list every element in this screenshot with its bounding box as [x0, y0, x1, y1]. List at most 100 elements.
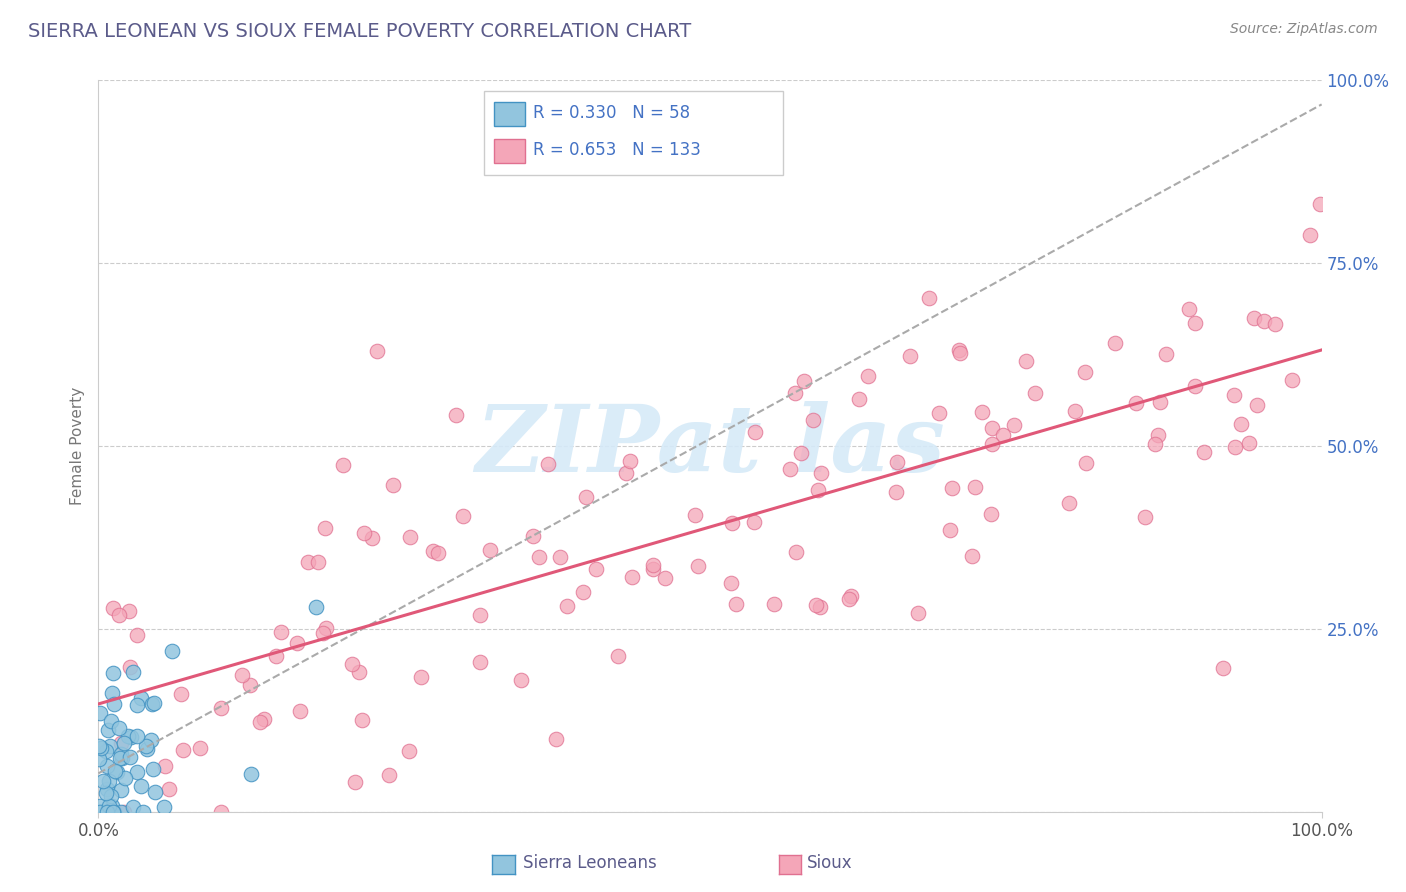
Point — [980, 507, 1002, 521]
Point — [89, 706, 111, 720]
Point — [239, 766, 262, 780]
Point — [808, 600, 831, 615]
Point — [838, 591, 860, 606]
Point — [122, 665, 145, 679]
Point — [297, 556, 319, 570]
Point — [762, 598, 785, 612]
Point — [1230, 417, 1253, 431]
Point — [918, 291, 941, 305]
Point — [129, 690, 152, 705]
Point — [1253, 314, 1275, 328]
Text: ZIPat las: ZIPat las — [475, 401, 945, 491]
Point — [104, 764, 127, 778]
Point — [793, 374, 815, 388]
Point — [1309, 197, 1331, 211]
Point — [118, 660, 141, 674]
Point — [141, 697, 163, 711]
Point — [96, 759, 118, 773]
Point — [101, 805, 124, 819]
Point — [685, 508, 707, 522]
Point — [142, 762, 165, 776]
Point — [100, 714, 122, 728]
Point — [110, 751, 132, 765]
Point — [100, 789, 122, 803]
Point — [117, 603, 139, 617]
Point — [103, 805, 125, 819]
Point — [125, 765, 148, 780]
Point — [143, 785, 166, 799]
Point — [949, 346, 972, 360]
Point — [101, 799, 124, 814]
Point — [103, 805, 125, 819]
Point — [249, 715, 271, 730]
Point — [720, 576, 742, 591]
Point — [742, 515, 765, 529]
Point — [96, 786, 118, 800]
Point — [98, 739, 121, 753]
Point — [311, 626, 333, 640]
Point — [790, 446, 813, 460]
Point — [129, 780, 152, 794]
Point — [307, 555, 329, 569]
Point — [527, 549, 550, 564]
Point — [344, 775, 367, 789]
Text: Sioux: Sioux — [807, 855, 852, 872]
Point — [315, 621, 337, 635]
Y-axis label: Female Poverty: Female Poverty — [70, 387, 86, 505]
Point — [585, 562, 607, 576]
Point — [801, 413, 824, 427]
Point — [209, 805, 232, 819]
Point — [315, 521, 337, 535]
Point — [1237, 436, 1260, 450]
Point — [928, 406, 950, 420]
Point — [810, 466, 832, 480]
Point — [190, 741, 212, 756]
Point — [170, 687, 193, 701]
Point — [970, 404, 993, 418]
Point — [724, 598, 747, 612]
Point — [209, 701, 232, 715]
Point — [1281, 373, 1303, 387]
Point — [136, 741, 159, 756]
Point — [96, 782, 118, 797]
Point — [96, 723, 118, 738]
Point — [110, 783, 132, 797]
Point — [398, 744, 420, 758]
Point — [157, 781, 180, 796]
Point — [127, 698, 149, 712]
Point — [444, 409, 467, 423]
Point — [856, 369, 879, 384]
Point — [619, 454, 641, 468]
Point — [1149, 394, 1171, 409]
Point — [398, 530, 420, 544]
Point — [409, 670, 432, 684]
Point — [121, 800, 143, 814]
Point — [643, 558, 665, 572]
Point — [1059, 496, 1081, 510]
Point — [172, 743, 194, 757]
Point — [427, 546, 450, 560]
Point — [981, 437, 1004, 451]
Point — [1184, 316, 1206, 330]
Point — [111, 750, 134, 764]
Text: Sierra Leoneans: Sierra Leoneans — [523, 855, 657, 872]
Point — [332, 458, 354, 472]
Point — [744, 425, 766, 440]
Point — [807, 483, 830, 497]
Point — [361, 531, 384, 545]
Point — [1063, 404, 1085, 418]
Point — [288, 704, 311, 718]
Point — [107, 721, 129, 735]
Point — [941, 481, 963, 495]
Point — [965, 480, 987, 494]
Point — [1015, 354, 1038, 368]
Point — [94, 744, 117, 758]
Text: R = 0.653   N = 133: R = 0.653 N = 133 — [533, 141, 700, 159]
Point — [806, 598, 828, 612]
Point — [1192, 445, 1215, 459]
Point — [453, 508, 475, 523]
Point — [117, 729, 139, 743]
Point — [841, 590, 863, 604]
Point — [980, 421, 1002, 435]
Point — [785, 544, 807, 558]
